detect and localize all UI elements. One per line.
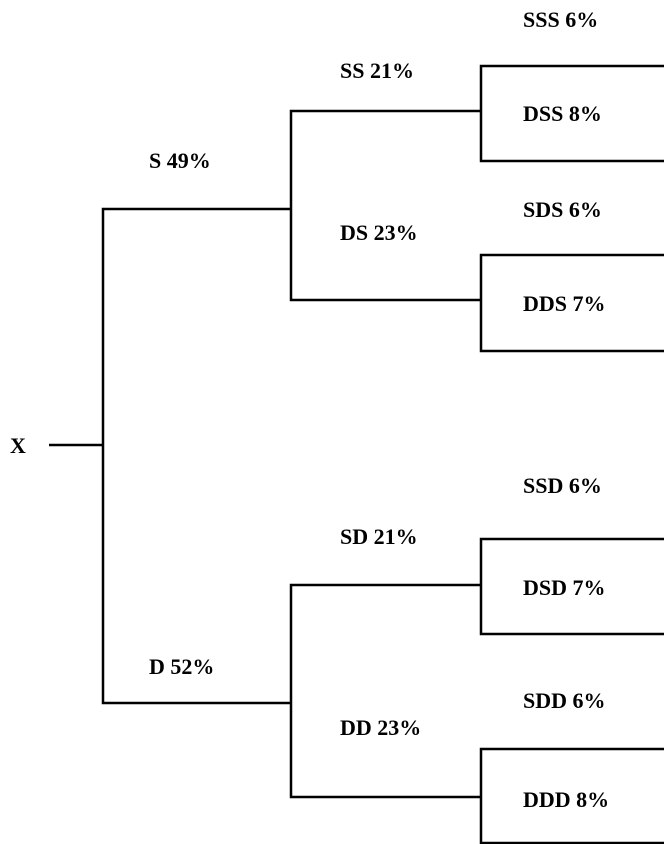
- node-label-d: D 52%: [149, 654, 214, 679]
- edge-sd-bracket: [479, 537, 664, 636]
- leaf-label-ssd: SSD 6%: [523, 473, 602, 498]
- node-label-dd: DD 23%: [340, 715, 421, 740]
- leaf-label-dss: DSS 8%: [523, 101, 602, 126]
- leaf-label-ddd: DDD 8%: [523, 787, 609, 812]
- root-label: X: [10, 433, 26, 458]
- node-label-s: S 49%: [149, 148, 211, 173]
- node-label-sd: SD 21%: [340, 524, 418, 549]
- leaf-label-dds: DDS 7%: [523, 291, 606, 316]
- edge-level1-bracket: [101, 207, 291, 705]
- leaf-label-dsd: DSD 7%: [523, 575, 606, 600]
- tree-labels: X S 49% D 52% SS 21% DS 23% SD 21% DD 23…: [10, 7, 609, 812]
- node-label-ss: SS 21%: [340, 58, 414, 83]
- leaf-label-sss: SSS 6%: [523, 7, 598, 32]
- leaf-label-sdd: SDD 6%: [523, 688, 606, 713]
- edge-ds-bracket: [479, 253, 664, 353]
- node-label-ds: DS 23%: [340, 220, 418, 245]
- edge-dd-bracket: [479, 747, 664, 844]
- edge-s-bracket: [289, 109, 480, 302]
- edge-d-bracket: [289, 583, 480, 799]
- edge-ss-bracket: [479, 64, 664, 163]
- tree-edges: [49, 64, 664, 844]
- leaf-label-sds: SDS 6%: [523, 197, 602, 222]
